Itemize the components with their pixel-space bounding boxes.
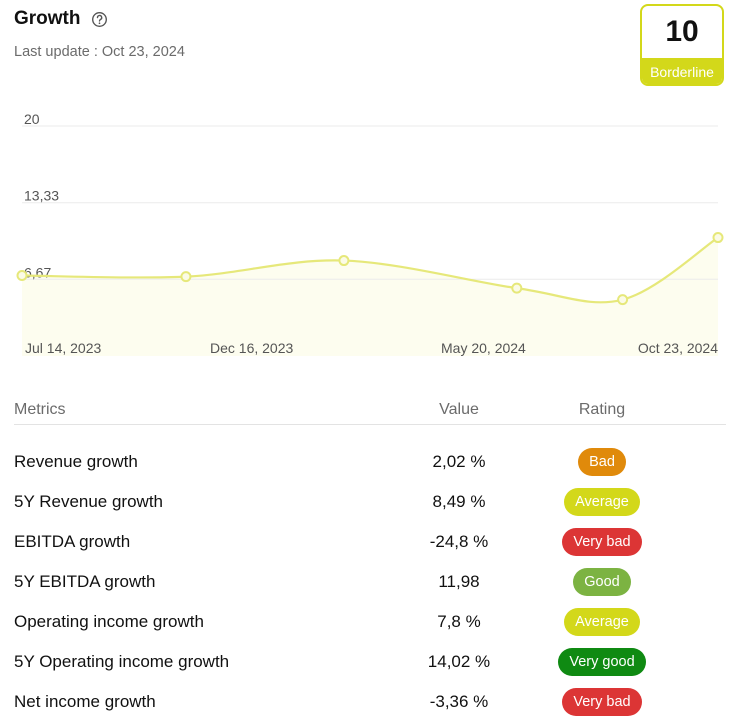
metric-name: Revenue growth: [14, 452, 138, 471]
metric-value: -3,36 %: [429, 692, 489, 711]
data-point: [712, 232, 724, 244]
header-metrics: Metrics: [14, 401, 66, 418]
metric-value: -24,8 %: [429, 532, 489, 551]
data-point: [16, 270, 28, 281]
data-point: [511, 282, 523, 294]
rating-cell: Very bad: [534, 688, 670, 716]
growth-chart: 20 13,33 6,67 Jul 14, 2023 Dec 16, 2023 May 2…: [0, 105, 740, 365]
table-row: EBITDA growth -24,8 % Very bad: [14, 522, 726, 562]
rating-cell: Very good: [534, 648, 670, 676]
metric-value: 11,98: [438, 572, 480, 591]
rating-badge: Bad: [578, 448, 626, 476]
metric-name: 5Y EBITDA growth: [14, 572, 156, 591]
table-row: 5Y Revenue growth 8,49 % Average: [14, 482, 726, 522]
metric-name: Operating income growth: [14, 612, 204, 631]
score-label: Borderline: [642, 58, 722, 84]
page-title: Growth: [14, 8, 81, 29]
header: Growth Last update : Oct 23, 2024: [14, 8, 185, 60]
rating-cell: Good: [534, 568, 670, 596]
metric-name: 5Y Revenue growth: [14, 492, 164, 511]
table-header: Metrics Value Rating: [14, 396, 726, 425]
data-point: [180, 271, 192, 283]
rating-cell: Bad: [534, 448, 670, 476]
metric-value: 2,02 %: [432, 452, 486, 471]
table-row: 5Y Operating income growth 14,02 % Very go…: [14, 642, 726, 682]
y-tick-label: 6,67: [24, 264, 51, 280]
data-point: [338, 255, 350, 267]
x-tick-label: May 20, 2024: [441, 340, 526, 356]
x-tick-label: Oct 23, 2024: [638, 340, 718, 356]
question-circle-icon[interactable]: [91, 11, 108, 28]
title-row: Growth: [14, 8, 185, 30]
area-fill: [22, 237, 718, 356]
data-point: [617, 294, 629, 306]
table-row: 5Y EBITDA growth 11,98 Good: [14, 562, 726, 602]
rating-cell: Average: [534, 608, 670, 636]
rating-cell: Very bad: [534, 528, 670, 556]
metric-name: 5Y Operating income growth: [14, 652, 230, 671]
table-row: Net income growth -3,36 % Very bad: [14, 682, 726, 722]
metric-name: EBITDA growth: [14, 532, 131, 551]
rating-badge: Average: [564, 608, 640, 636]
table-body: Revenue growth 2,02 % Bad 5Y Revenue growth…: [14, 442, 726, 722]
rating-badge: Very bad: [562, 528, 642, 556]
score-card: 10 Borderline: [640, 4, 724, 86]
metrics-table: Metrics Value Rating Revenue growth 2,02 …: [14, 396, 726, 722]
metric-value: 8,49 %: [432, 492, 486, 511]
metric-name: Net income growth: [14, 692, 156, 711]
rating-badge: Good: [573, 568, 631, 596]
rating-badge: Average: [564, 488, 640, 516]
y-tick-label: 13,33: [24, 188, 59, 204]
table-row: Operating income growth 7,8 % Average: [14, 602, 726, 642]
growth-chart-svg: 20 13,33 6,67 Jul 14, 2023 Dec 16, 2023 May 2…: [16, 111, 724, 356]
metric-value: 7,8 %: [437, 612, 481, 631]
x-tick-label: Dec 16, 2023: [210, 340, 293, 356]
header-value: Value: [439, 401, 479, 418]
rating-cell: Average: [534, 488, 670, 516]
rating-badge: Very bad: [562, 688, 642, 716]
y-tick-label: 20: [24, 111, 40, 127]
table-row: Revenue growth 2,02 % Bad: [14, 442, 726, 482]
metric-value: 14,02 %: [427, 652, 491, 671]
header-rating: Rating: [578, 401, 626, 418]
last-update-text: Last update : Oct 23, 2024: [14, 44, 185, 60]
rating-badge: Very good: [558, 648, 646, 676]
score-value: 10: [665, 15, 699, 48]
x-tick-label: Jul 14, 2023: [25, 340, 101, 356]
